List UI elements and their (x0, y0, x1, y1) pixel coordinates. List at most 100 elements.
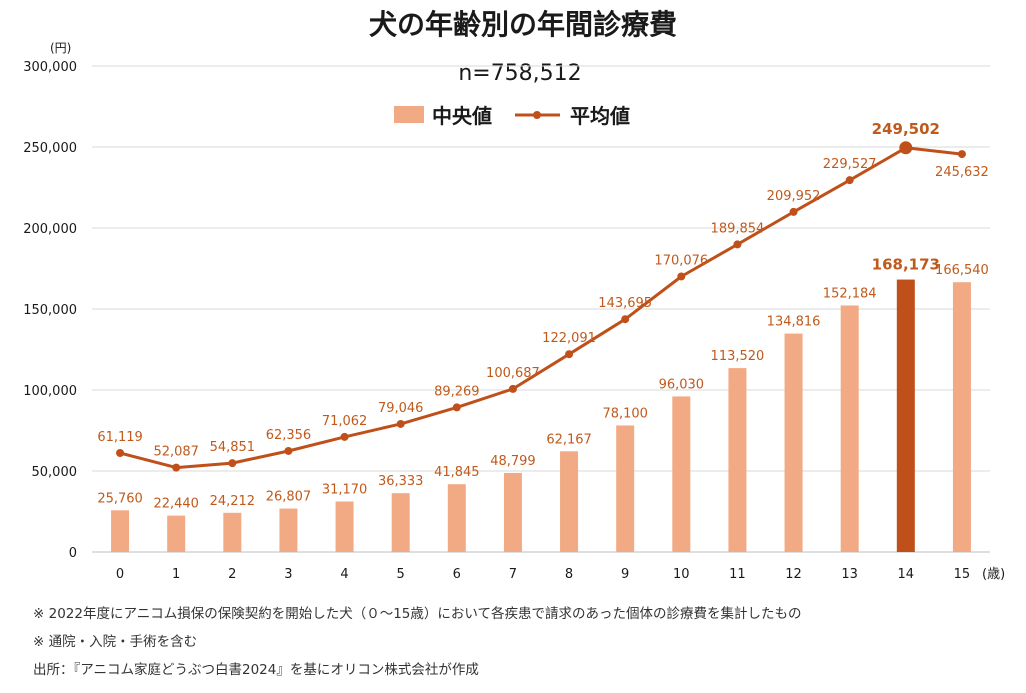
y-tick-label: 0 (69, 546, 77, 561)
x-tick-label: 11 (729, 567, 746, 582)
mean-line (116, 141, 966, 472)
mean-value-label: 249,502 (872, 120, 940, 138)
footnote-2: ※ 通院・入院・手術を含む (33, 634, 198, 650)
mean-point (116, 448, 125, 457)
y-axis-ticks: 0 50,000 100,000 150,000 200,000 250,000 300,0… (23, 60, 77, 561)
mean-value-label: 245,632 (935, 165, 989, 180)
bar-value-label: 36,333 (378, 474, 424, 489)
bar-value-label: 31,170 (322, 483, 368, 498)
y-tick-label: 100,000 (23, 384, 77, 399)
mean-value-label: 62,356 (266, 428, 312, 443)
bar-value-label: 113,520 (711, 349, 765, 364)
bar (447, 484, 466, 552)
mean-value-label: 54,851 (210, 440, 256, 455)
x-tick-label: 6 (453, 567, 461, 582)
mean-point (845, 176, 854, 185)
bar (840, 305, 859, 552)
mean-labels: 61,119 52,087 54,851 62,356 71,062 79,046 89,2… (97, 120, 989, 460)
mean-point (789, 207, 798, 216)
bar-value-label: 41,845 (434, 465, 480, 480)
bar-value-label: 26,807 (266, 490, 312, 505)
bar (952, 282, 971, 552)
bar-value-label: 22,440 (153, 497, 199, 512)
x-tick-label: 13 (841, 567, 858, 582)
mean-value-label: 170,076 (654, 253, 708, 268)
x-tick-label: 9 (621, 567, 629, 582)
mean-value-label: 79,046 (378, 401, 424, 416)
y-tick-label: 300,000 (23, 60, 77, 75)
x-axis-ticks: 0 1 2 3 4 5 6 7 8 9 10 11 12 13 14 15 (116, 567, 970, 582)
mean-value-label: 61,119 (97, 430, 143, 445)
mean-point (172, 463, 181, 472)
x-tick-label: 8 (565, 567, 573, 582)
y-axis-unit: (円) (50, 41, 71, 55)
bar (111, 510, 130, 552)
bar (728, 368, 747, 552)
bar-value-label: 24,212 (210, 494, 256, 509)
bar (167, 515, 186, 552)
gridlines (92, 65, 990, 553)
mean-value-label: 143,695 (598, 296, 652, 311)
mean-value-label: 71,062 (322, 414, 368, 429)
y-tick-label: 50,000 (32, 465, 78, 480)
mean-value-label: 122,091 (542, 331, 596, 346)
bar-value-label: 48,799 (490, 454, 536, 469)
bar (335, 501, 354, 552)
mean-value-label: 189,854 (711, 221, 765, 236)
x-axis-unit: (歳) (982, 567, 1005, 582)
x-tick-label: 10 (673, 567, 690, 582)
mean-point (396, 419, 405, 428)
mean-point (228, 459, 237, 468)
chart-title: 犬の年齢別の年間診療費 (369, 8, 677, 41)
mean-point (677, 272, 686, 281)
bar (672, 396, 691, 552)
mean-point (733, 240, 742, 249)
bar-value-label: 168,173 (872, 256, 940, 274)
mean-point (565, 350, 574, 359)
source-note: 出所：『アニコム家庭どうぶつ白書2024』を基にオリコン株式会社が作成 (33, 662, 479, 678)
bar-value-label: 62,167 (546, 432, 592, 447)
x-tick-label: 12 (785, 567, 802, 582)
mean-value-label: 100,687 (486, 366, 540, 381)
x-tick-label: 14 (898, 567, 915, 582)
median-labels: 25,760 22,440 24,212 26,807 31,170 36,333 41,8… (97, 256, 989, 512)
x-tick-label: 5 (397, 567, 405, 582)
x-tick-label: 1 (172, 567, 180, 582)
y-tick-label: 250,000 (23, 141, 77, 156)
median-bars (111, 279, 971, 552)
bar (560, 451, 579, 552)
mean-value-label: 89,269 (434, 384, 480, 399)
x-tick-label: 2 (228, 567, 236, 582)
bar-highlight (896, 279, 915, 552)
legend-line-dot (533, 111, 541, 119)
mean-point (508, 384, 517, 393)
x-tick-label: 0 (116, 567, 124, 582)
sample-size: n=758,512 (458, 61, 581, 86)
x-tick-label: 15 (954, 567, 971, 582)
bar-value-label: 25,760 (97, 491, 143, 506)
legend-bar-swatch (394, 106, 424, 123)
bar (616, 425, 635, 552)
mean-point (452, 403, 461, 412)
legend: 中央値 平均値 (394, 104, 630, 128)
footnotes: ※ 2022年度にアニコム損保の保険契約を開始した犬（０～15歳）において各疾患… (33, 600, 1018, 684)
bar (391, 493, 410, 552)
bar-value-label: 96,030 (659, 377, 705, 392)
mean-line-path (119, 146, 963, 470)
bar (784, 333, 803, 552)
mean-value-label: 209,952 (767, 189, 821, 204)
mean-point (621, 315, 630, 324)
bar-value-label: 78,100 (602, 406, 648, 421)
bar-value-label: 152,184 (823, 286, 877, 301)
y-tick-label: 150,000 (23, 303, 77, 318)
mean-point (284, 446, 293, 455)
bar (503, 472, 522, 552)
mean-point (957, 150, 966, 159)
bar (279, 508, 298, 552)
mean-value-label: 52,087 (153, 445, 199, 460)
x-tick-label: 7 (509, 567, 517, 582)
bar-value-label: 134,816 (767, 315, 821, 330)
mean-point (340, 432, 349, 441)
mean-point-highlight (899, 141, 913, 155)
